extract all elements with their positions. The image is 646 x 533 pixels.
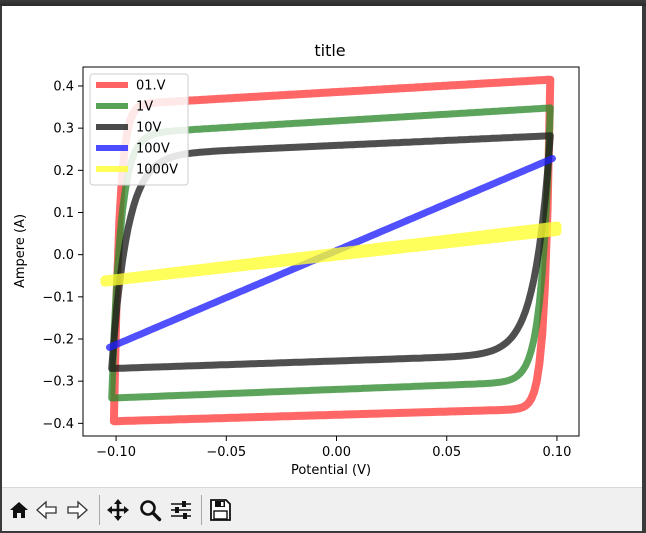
- y-tick-label: −0.2: [42, 333, 74, 348]
- configure-button[interactable]: [168, 496, 194, 524]
- series-line-3: [108, 132, 554, 372]
- arrow-right-icon: [67, 500, 88, 520]
- x-axis-label: Potential (V): [291, 463, 371, 478]
- magnifier-icon: [140, 500, 162, 522]
- floppy-icon: [210, 499, 231, 521]
- y-tick-label: −0.4: [42, 417, 74, 432]
- navigation-toolbar: [2, 487, 642, 531]
- x-tick-label: 0.10: [542, 445, 571, 460]
- y-tick-label: 0.4: [53, 79, 74, 94]
- home-icon: [10, 502, 28, 518]
- y-tick-label: 0.1: [53, 206, 74, 221]
- series-line-4: [106, 155, 556, 351]
- toolbar-separator: [99, 495, 100, 525]
- legend-label-3: 10V: [136, 121, 162, 136]
- chart: title −0.10 −0.05 0.00 0.05 0.10 −0.4−0.3−0.…: [13, 41, 580, 478]
- x-tick-label: 0.00: [322, 445, 351, 460]
- legend-label-5: 1000V: [136, 163, 178, 178]
- y-tick-label: 0.3: [53, 122, 74, 137]
- series-line-1: [109, 75, 555, 426]
- chart-title: title: [314, 41, 345, 60]
- forward-button[interactable]: [64, 496, 90, 524]
- y-axis-label: Ampere (A): [13, 214, 28, 288]
- x-tick-label: −0.10: [96, 445, 136, 460]
- legend-label-4: 100V: [136, 142, 170, 157]
- y-tick-label: −0.3: [42, 375, 74, 390]
- back-button[interactable]: [34, 496, 60, 524]
- toolbar-separator: [201, 495, 202, 525]
- x-axis: −0.10 −0.05 0.00 0.05 0.10: [96, 436, 571, 460]
- series-line-5: [100, 221, 562, 287]
- legend-box: [89, 73, 189, 186]
- legend-label-2: 1V: [136, 100, 153, 115]
- sliders-icon: [171, 501, 191, 519]
- y-tick-label: 0.2: [53, 164, 74, 179]
- plot-frame: [82, 66, 580, 437]
- y-axis: −0.4 −0.3 −0.2 −0.1 0.0 0.1 0.2 0.3 0.4: [42, 79, 83, 432]
- series-line-2: [108, 104, 554, 402]
- pan-button[interactable]: [105, 496, 131, 524]
- zoom-button[interactable]: [137, 496, 163, 524]
- window-titlebar: [0, 0, 646, 6]
- move-icon: [107, 499, 129, 521]
- legend: 01.V 1V 10V 100V 1000V: [89, 73, 189, 186]
- series-layer: [100, 75, 562, 426]
- home-button[interactable]: [6, 496, 32, 524]
- legend-label-1: 01.V: [136, 79, 166, 94]
- figure-canvas[interactable]: title −0.10 −0.05 0.00 0.05 0.10 −0.4 −0.3 −0.…: [2, 6, 642, 487]
- y-tick-label: −0.1: [42, 290, 74, 305]
- y-tick-label: 0.0: [53, 248, 74, 263]
- arrow-left-icon: [36, 500, 57, 520]
- save-button[interactable]: [207, 496, 233, 524]
- x-tick-label: 0.05: [432, 445, 461, 460]
- x-tick-label: −0.05: [206, 445, 246, 460]
